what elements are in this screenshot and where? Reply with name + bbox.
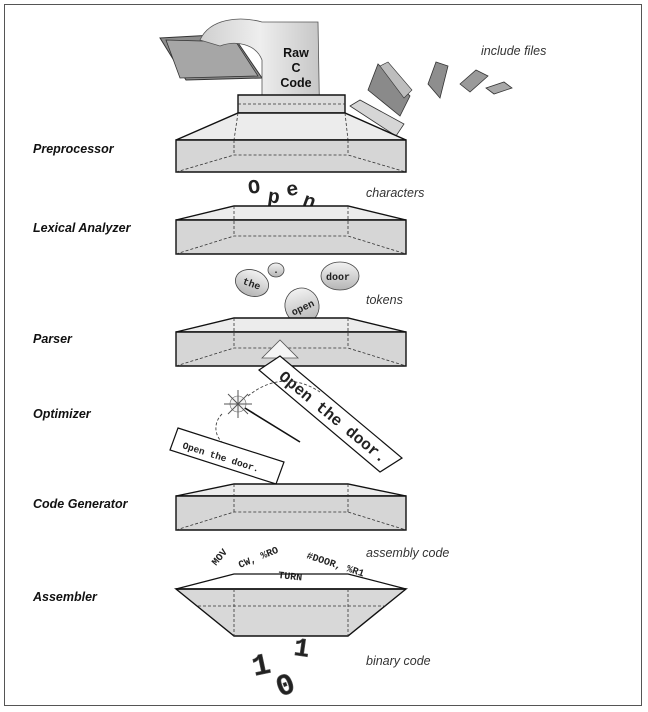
characters-letters: O p e n <box>247 177 319 216</box>
assembly-word: MOV <box>211 548 231 569</box>
token-text: . <box>273 266 279 277</box>
annotation-include-files: include files <box>481 44 546 58</box>
parser-box <box>175 317 407 367</box>
stage-label-parser: Parser <box>33 332 73 346</box>
annotation-assembly-code: assembly code <box>366 546 449 560</box>
assembly-code-words: MOV CW, %RO #DOOR, %R1 TURN <box>211 546 366 585</box>
preprocessor-box <box>175 94 407 173</box>
token-text: door <box>326 272 350 284</box>
binary-digit: 1 <box>249 649 274 686</box>
source-folder-icon <box>159 33 263 81</box>
assembler-box <box>174 573 408 637</box>
lexical-analyzer-box <box>175 205 407 255</box>
assembly-word: TURN <box>278 571 303 584</box>
stage-label-lexical-analyzer: Lexical Analyzer <box>33 221 132 235</box>
binary-digit: 0 <box>272 668 301 706</box>
raw-code-label-line1: Raw <box>283 46 309 60</box>
token-ellipse <box>320 261 360 291</box>
token-ellipse <box>267 262 285 278</box>
assembly-word: CW, %RO <box>237 546 280 572</box>
annotation-characters: characters <box>366 186 424 200</box>
binary-digits: 1 0 1 <box>249 633 312 707</box>
parse-strip: Open the door. <box>258 355 404 473</box>
include-files-icon <box>349 61 513 137</box>
character-letter: O <box>247 177 262 201</box>
stage-label-preprocessor: Preprocessor <box>33 142 115 156</box>
parse-strip-text: Open the door. <box>275 368 390 467</box>
stage-label-optimizer: Optimizer <box>33 407 92 421</box>
optimized-card: Open the door. <box>169 427 285 485</box>
raw-code-label-line2: C <box>291 61 300 75</box>
code-generator-box <box>175 483 407 531</box>
binary-digit: 1 <box>292 633 312 665</box>
stage-label-assembler: Assembler <box>32 590 98 604</box>
tokens-group: the . door open <box>235 261 360 325</box>
annotation-binary-code: binary code <box>366 654 431 668</box>
character-letter: e <box>285 178 301 203</box>
token-ellipse <box>235 269 269 297</box>
raw-code-label-line3: Code <box>280 76 311 90</box>
annotation-tokens: tokens <box>366 293 403 307</box>
token-text: the <box>241 276 262 293</box>
character-letter: p <box>266 186 281 210</box>
stage-label-code-generator: Code Generator <box>33 497 129 511</box>
